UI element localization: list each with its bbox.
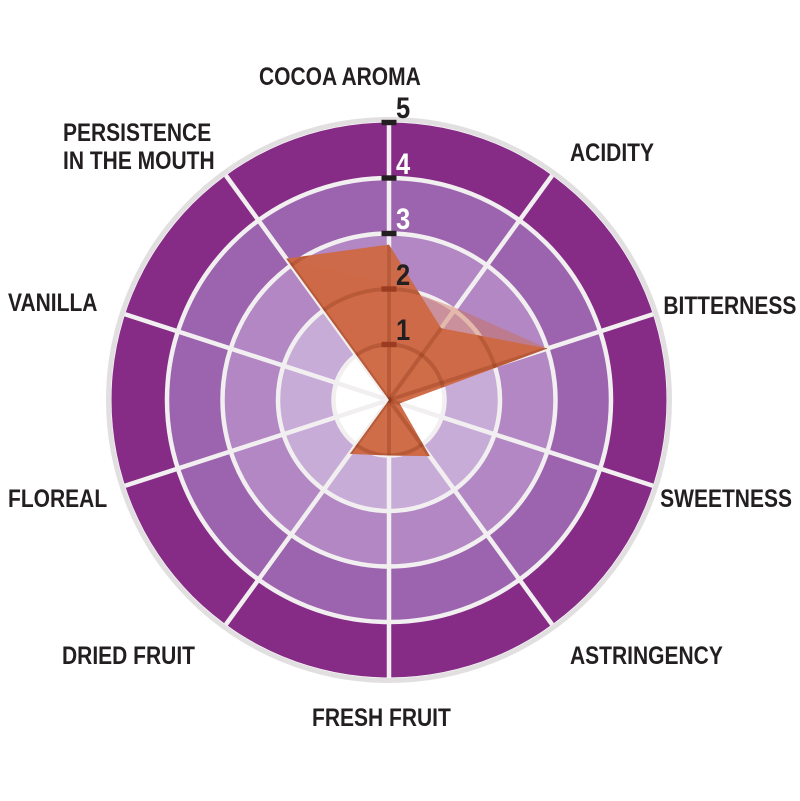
scale-tick-dash-4 — [381, 175, 397, 181]
scale-tick-dash-5 — [381, 119, 397, 126]
scale-tick-label-3: 3 — [396, 203, 411, 236]
axis-label-cocoa-aroma: COCOA AROMA — [259, 63, 421, 91]
scale-tick-label-2: 2 — [396, 259, 411, 292]
radar-spoke-6 — [224, 398, 391, 626]
axis-label-persistence-in-the-mouth: PERSISTENCE IN THE MOUTH — [63, 119, 215, 175]
scale-tick-label-4: 4 — [396, 148, 411, 181]
axis-label-dried-fruit: DRIED FRUIT — [62, 642, 195, 670]
scale-tick-dash-1 — [381, 341, 397, 348]
axis-label-bitterness: BITTERNESS — [662, 292, 796, 320]
radar-spoke-3 — [388, 397, 654, 488]
radar-outer-halo — [106, 117, 672, 683]
axis-label-acidity: ACIDITY — [570, 139, 654, 167]
axis-label-sweetness: SWEETNESS — [660, 485, 792, 513]
scale-tick-label-1: 1 — [396, 314, 411, 347]
radar-polygon-main — [286, 244, 548, 457]
scale-tick-dash-2 — [381, 286, 397, 292]
scale-tick-dash-3 — [381, 230, 397, 237]
radar-spoke-7 — [124, 397, 390, 488]
axis-label-fresh-fruit: FRESH FRUIT — [312, 704, 451, 732]
axis-label-floreal: FLOREAL — [8, 485, 108, 513]
axis-label-vanilla: VANILLA — [8, 289, 98, 317]
scale-tick-label-5: 5 — [396, 92, 411, 125]
axis-label-astringency: ASTRINGENCY — [570, 642, 723, 670]
radar-spoke-8 — [124, 312, 390, 403]
